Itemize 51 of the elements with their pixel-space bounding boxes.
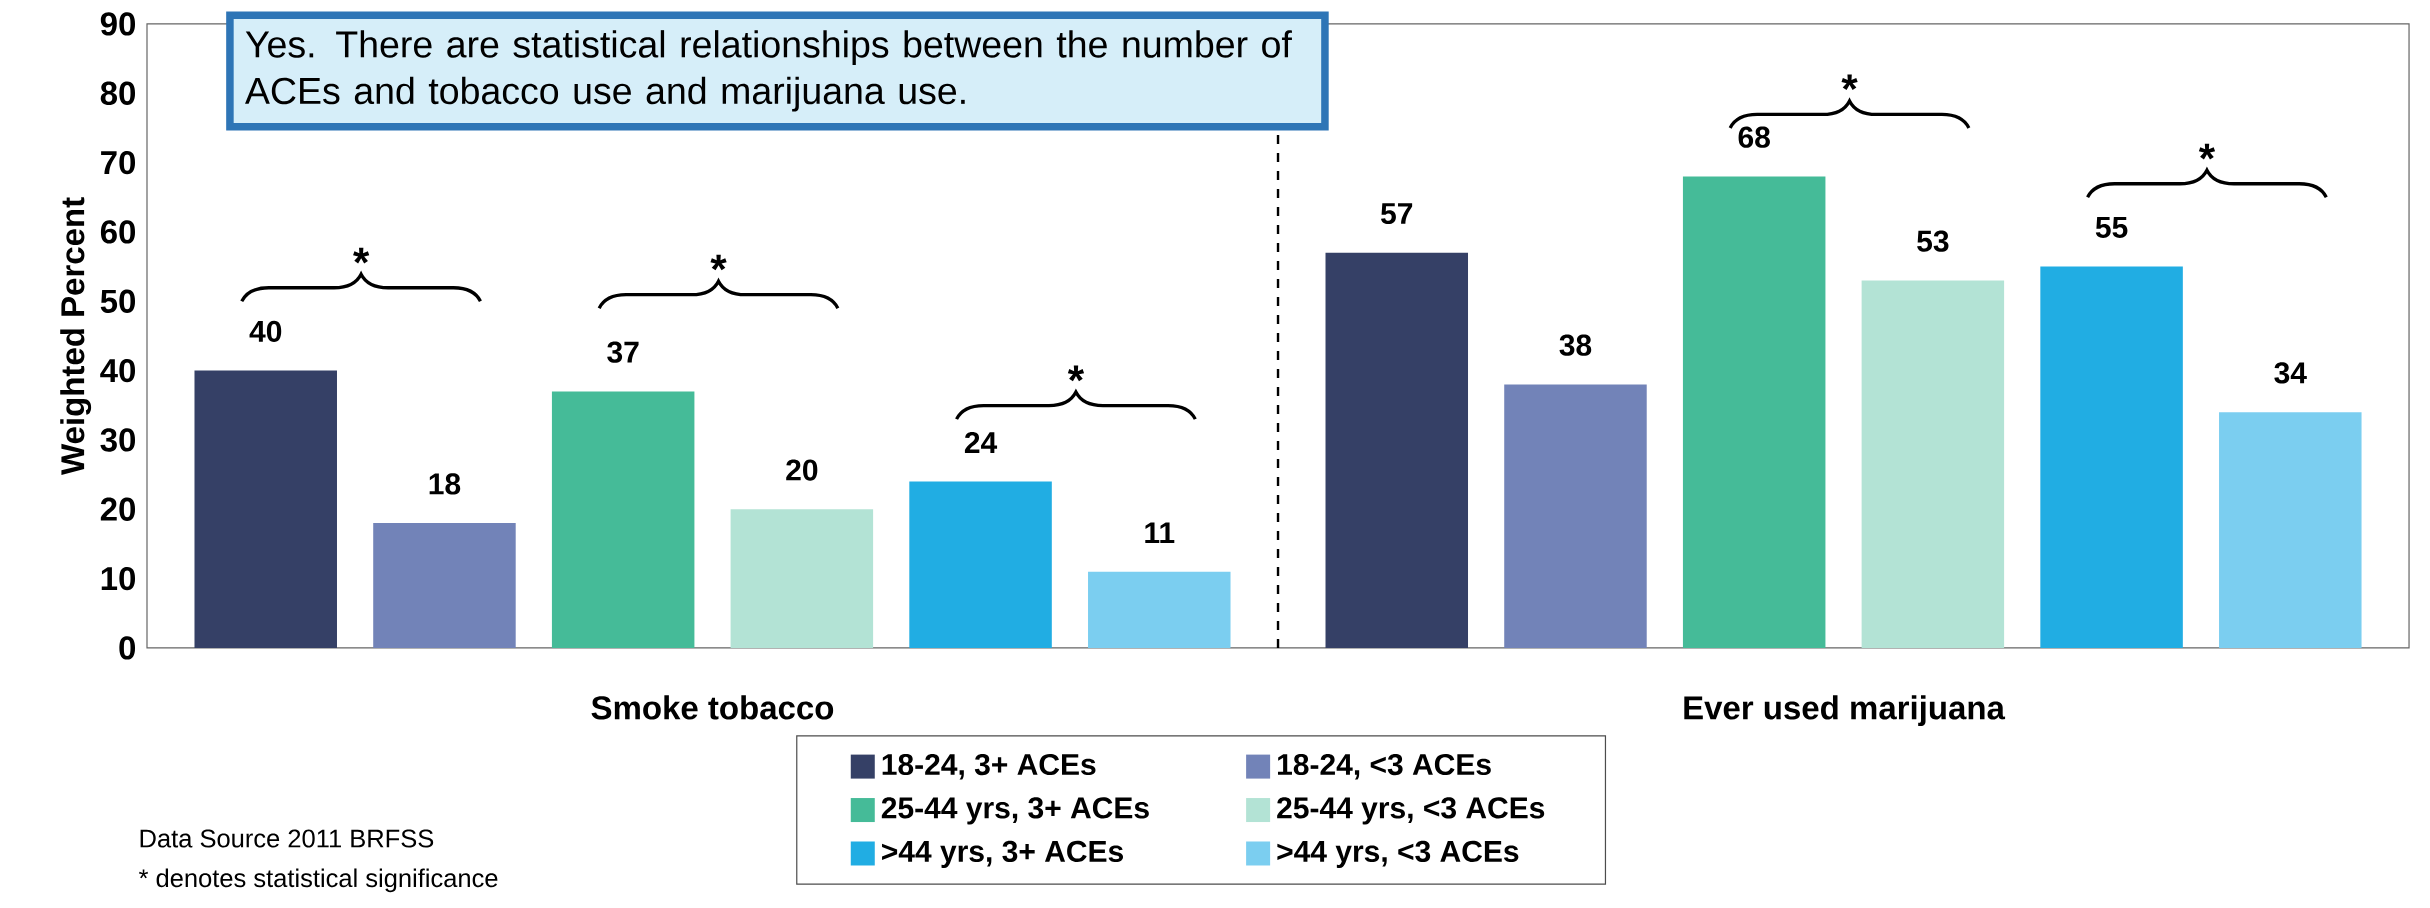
y-axis-title: Weighted Percent: [60, 197, 92, 475]
legend-label: >44 yrs, <3 ACEs: [1277, 840, 1519, 868]
bar: [1682, 176, 1826, 648]
data-label: 38: [1559, 334, 1592, 356]
bar: [1088, 571, 1231, 648]
data-label: 55: [2095, 217, 2128, 238]
text: * denotes statistical significance: [138, 868, 498, 893]
bar: [730, 509, 874, 648]
y-tick-label: 80: [100, 81, 136, 105]
bar: [1325, 252, 1469, 648]
legend-label: 25-44 yrs, <3 ACEs: [1277, 797, 1545, 825]
bar: [551, 391, 695, 648]
annotation: *: [1067, 365, 1085, 382]
bar: [1861, 280, 2005, 648]
data-label: 24: [964, 431, 998, 453]
data-label: 11: [1145, 522, 1175, 544]
legend-label: 18-24, 3+ ACEs: [882, 753, 1096, 780]
legend-label: 25-44 yrs, 3+ ACEs: [881, 797, 1149, 825]
bar: [909, 481, 1052, 648]
annotation: *: [353, 247, 370, 264]
data-label: 53: [1917, 230, 1949, 252]
annotation: Yes. There are statistical relationships between the number of ACEs and tobacco use and marijuana use.: [245, 30, 1292, 112]
data-label: 18: [429, 473, 461, 495]
legend-label: >44 yrs, 3+ ACEs: [882, 840, 1124, 868]
y-tick-label: 90: [100, 12, 136, 36]
annotation: *: [710, 254, 727, 271]
annotation: *: [2198, 143, 2216, 160]
bar: [194, 370, 337, 648]
source-note: Data Source 2011 BRFSS: [140, 829, 434, 848]
x-tick-label: Smoke tobacco: [591, 695, 834, 720]
bar: [2040, 266, 2183, 648]
y-tick-label: 20: [100, 497, 136, 521]
y-tick-label: 10: [101, 566, 136, 591]
y-tick-label: 50: [100, 289, 136, 313]
data-label: 68: [1738, 126, 1770, 148]
data-label: 20: [786, 459, 818, 481]
y-tick-label: 30: [100, 428, 136, 452]
bar: [373, 523, 516, 648]
y-tick-label: 0: [119, 636, 136, 660]
x-tick-label: Ever used marijuana: [1684, 695, 2006, 727]
data-label: 57: [1381, 203, 1413, 225]
bar: [2219, 412, 2362, 648]
legend-label: 18-24, <3 ACEs: [1278, 753, 1491, 780]
data-label: 37: [607, 341, 639, 363]
annotation: *: [1841, 74, 1858, 91]
y-tick-label: 60: [100, 220, 136, 244]
bar: [1504, 384, 1647, 648]
y-tick-label: 70: [101, 150, 136, 175]
data-label: 34: [2274, 362, 2307, 384]
data-label: 40: [249, 320, 282, 342]
y-tick-label: 40: [100, 358, 136, 383]
